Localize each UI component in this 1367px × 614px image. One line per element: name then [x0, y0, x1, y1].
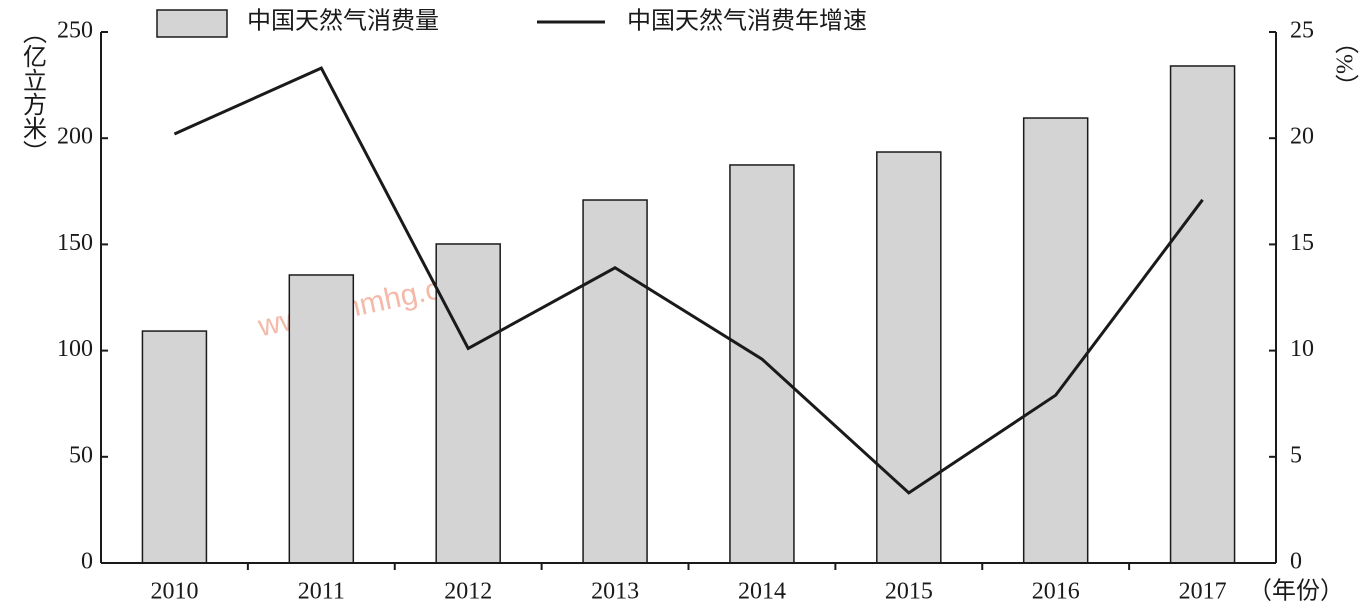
y2-tick-label: 25: [1290, 18, 1314, 44]
y2-tick-label: 20: [1290, 124, 1314, 150]
x-tick-label: 2010: [150, 579, 198, 605]
y2-tick-label: 5: [1290, 442, 1302, 468]
x-tick-label: 2011: [298, 579, 345, 605]
bar: [141, 330, 208, 564]
legend-label: 中国天然气消费年增速: [627, 8, 867, 35]
x-tick-label: 2012: [444, 579, 492, 605]
x-axis-label: （年份）: [1248, 578, 1344, 605]
legend-label: 中国天然气消费量: [247, 8, 439, 35]
y-tick-label: 100: [57, 336, 93, 362]
bar: [582, 199, 648, 564]
line-series: [173, 66, 1204, 495]
bar: [1022, 117, 1089, 564]
x-tick-label: 2016: [1032, 579, 1080, 605]
y2-tick-label: 0: [1290, 549, 1302, 575]
x-tick-label: 2017: [1179, 579, 1227, 605]
bar: [435, 243, 501, 564]
y2-tick-label: 10: [1290, 336, 1314, 362]
x-tick-label: 2015: [885, 579, 933, 605]
x-tick-label: 2014: [738, 579, 786, 605]
y2-axis-label: （%）: [1330, 30, 1358, 98]
y-tick-label: 200: [57, 124, 93, 150]
x-tick-label: 2013: [591, 579, 639, 605]
bar: [1169, 65, 1236, 564]
y-tick-label: 0: [81, 549, 93, 575]
bar: [288, 274, 355, 564]
bar: [876, 151, 942, 564]
y-tick-label: 150: [57, 230, 93, 256]
y-tick-label: 50: [69, 442, 93, 468]
bar: [729, 164, 795, 564]
y2-tick-label: 15: [1290, 230, 1314, 256]
y-tick-label: 250: [57, 18, 93, 44]
legend-swatch: [156, 9, 228, 38]
y-axis-label: （亿立方米）: [18, 20, 46, 164]
